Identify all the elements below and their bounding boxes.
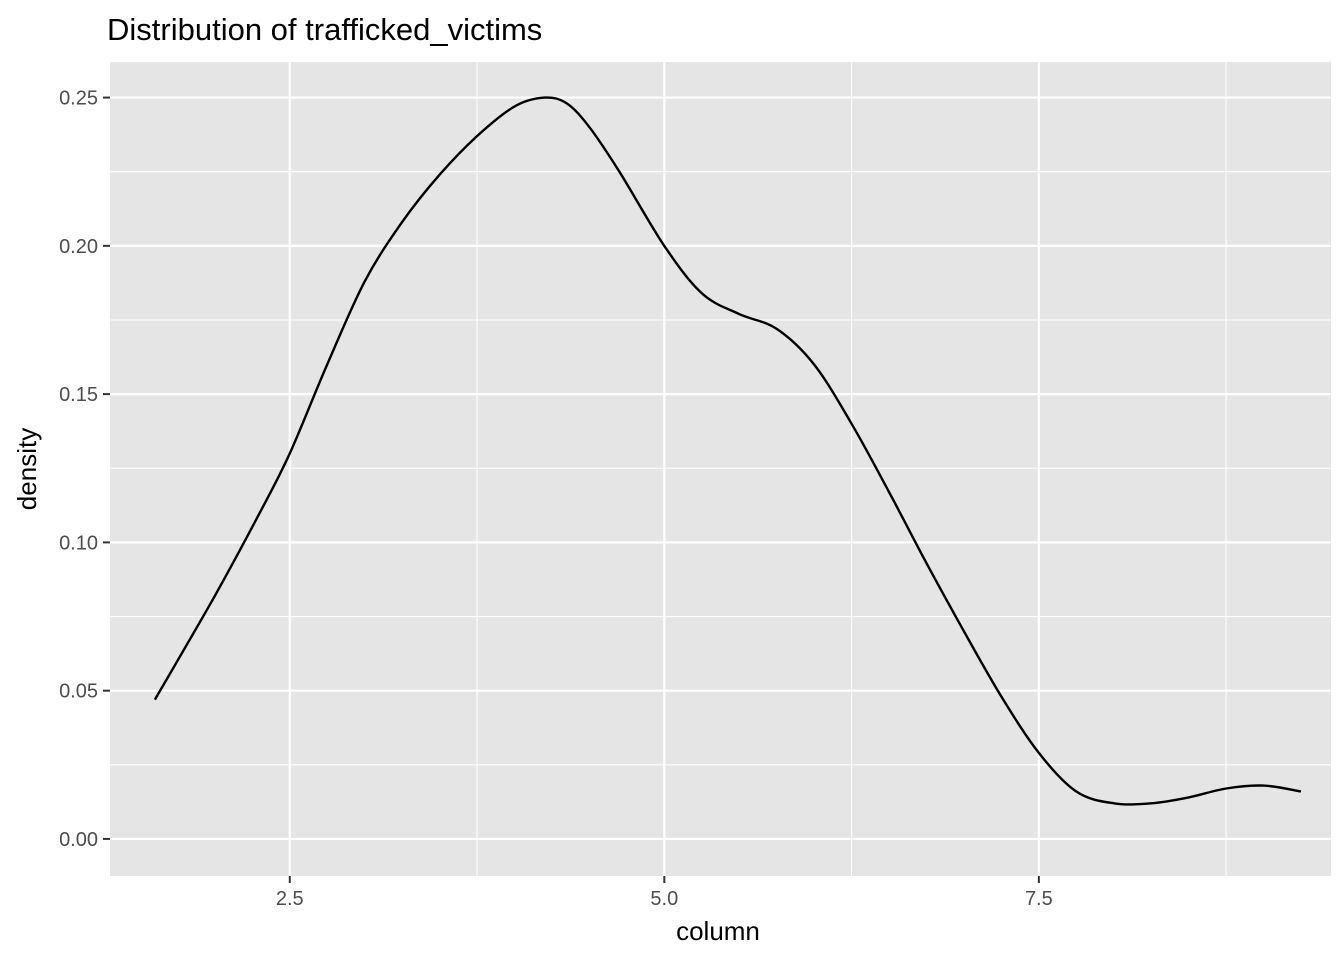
y-tick-label: 0.25	[59, 88, 98, 110]
x-axis-title: column	[676, 916, 760, 946]
plot-panel	[110, 62, 1331, 876]
x-tick-label: 5.0	[650, 888, 678, 910]
x-tick-label: 7.5	[1025, 888, 1053, 910]
y-tick-label: 0.20	[59, 236, 98, 258]
y-axis: 0.00 0.05 0.10 0.15 0.20 0.25	[59, 88, 110, 851]
x-tick-label: 2.5	[276, 888, 304, 910]
minor-gridlines	[110, 62, 1331, 876]
y-tick-label: 0.15	[59, 384, 98, 406]
y-axis-title: density	[12, 428, 42, 510]
x-axis: 2.5 5.0 7.5	[276, 876, 1053, 910]
y-tick-label: 0.00	[59, 829, 98, 851]
y-tick-label: 0.10	[59, 532, 98, 554]
chart-title: Distribution of trafficked_victims	[107, 12, 542, 47]
density-line	[153, 96, 1302, 806]
y-tick-label: 0.05	[59, 681, 98, 703]
series-layer	[153, 96, 1302, 806]
